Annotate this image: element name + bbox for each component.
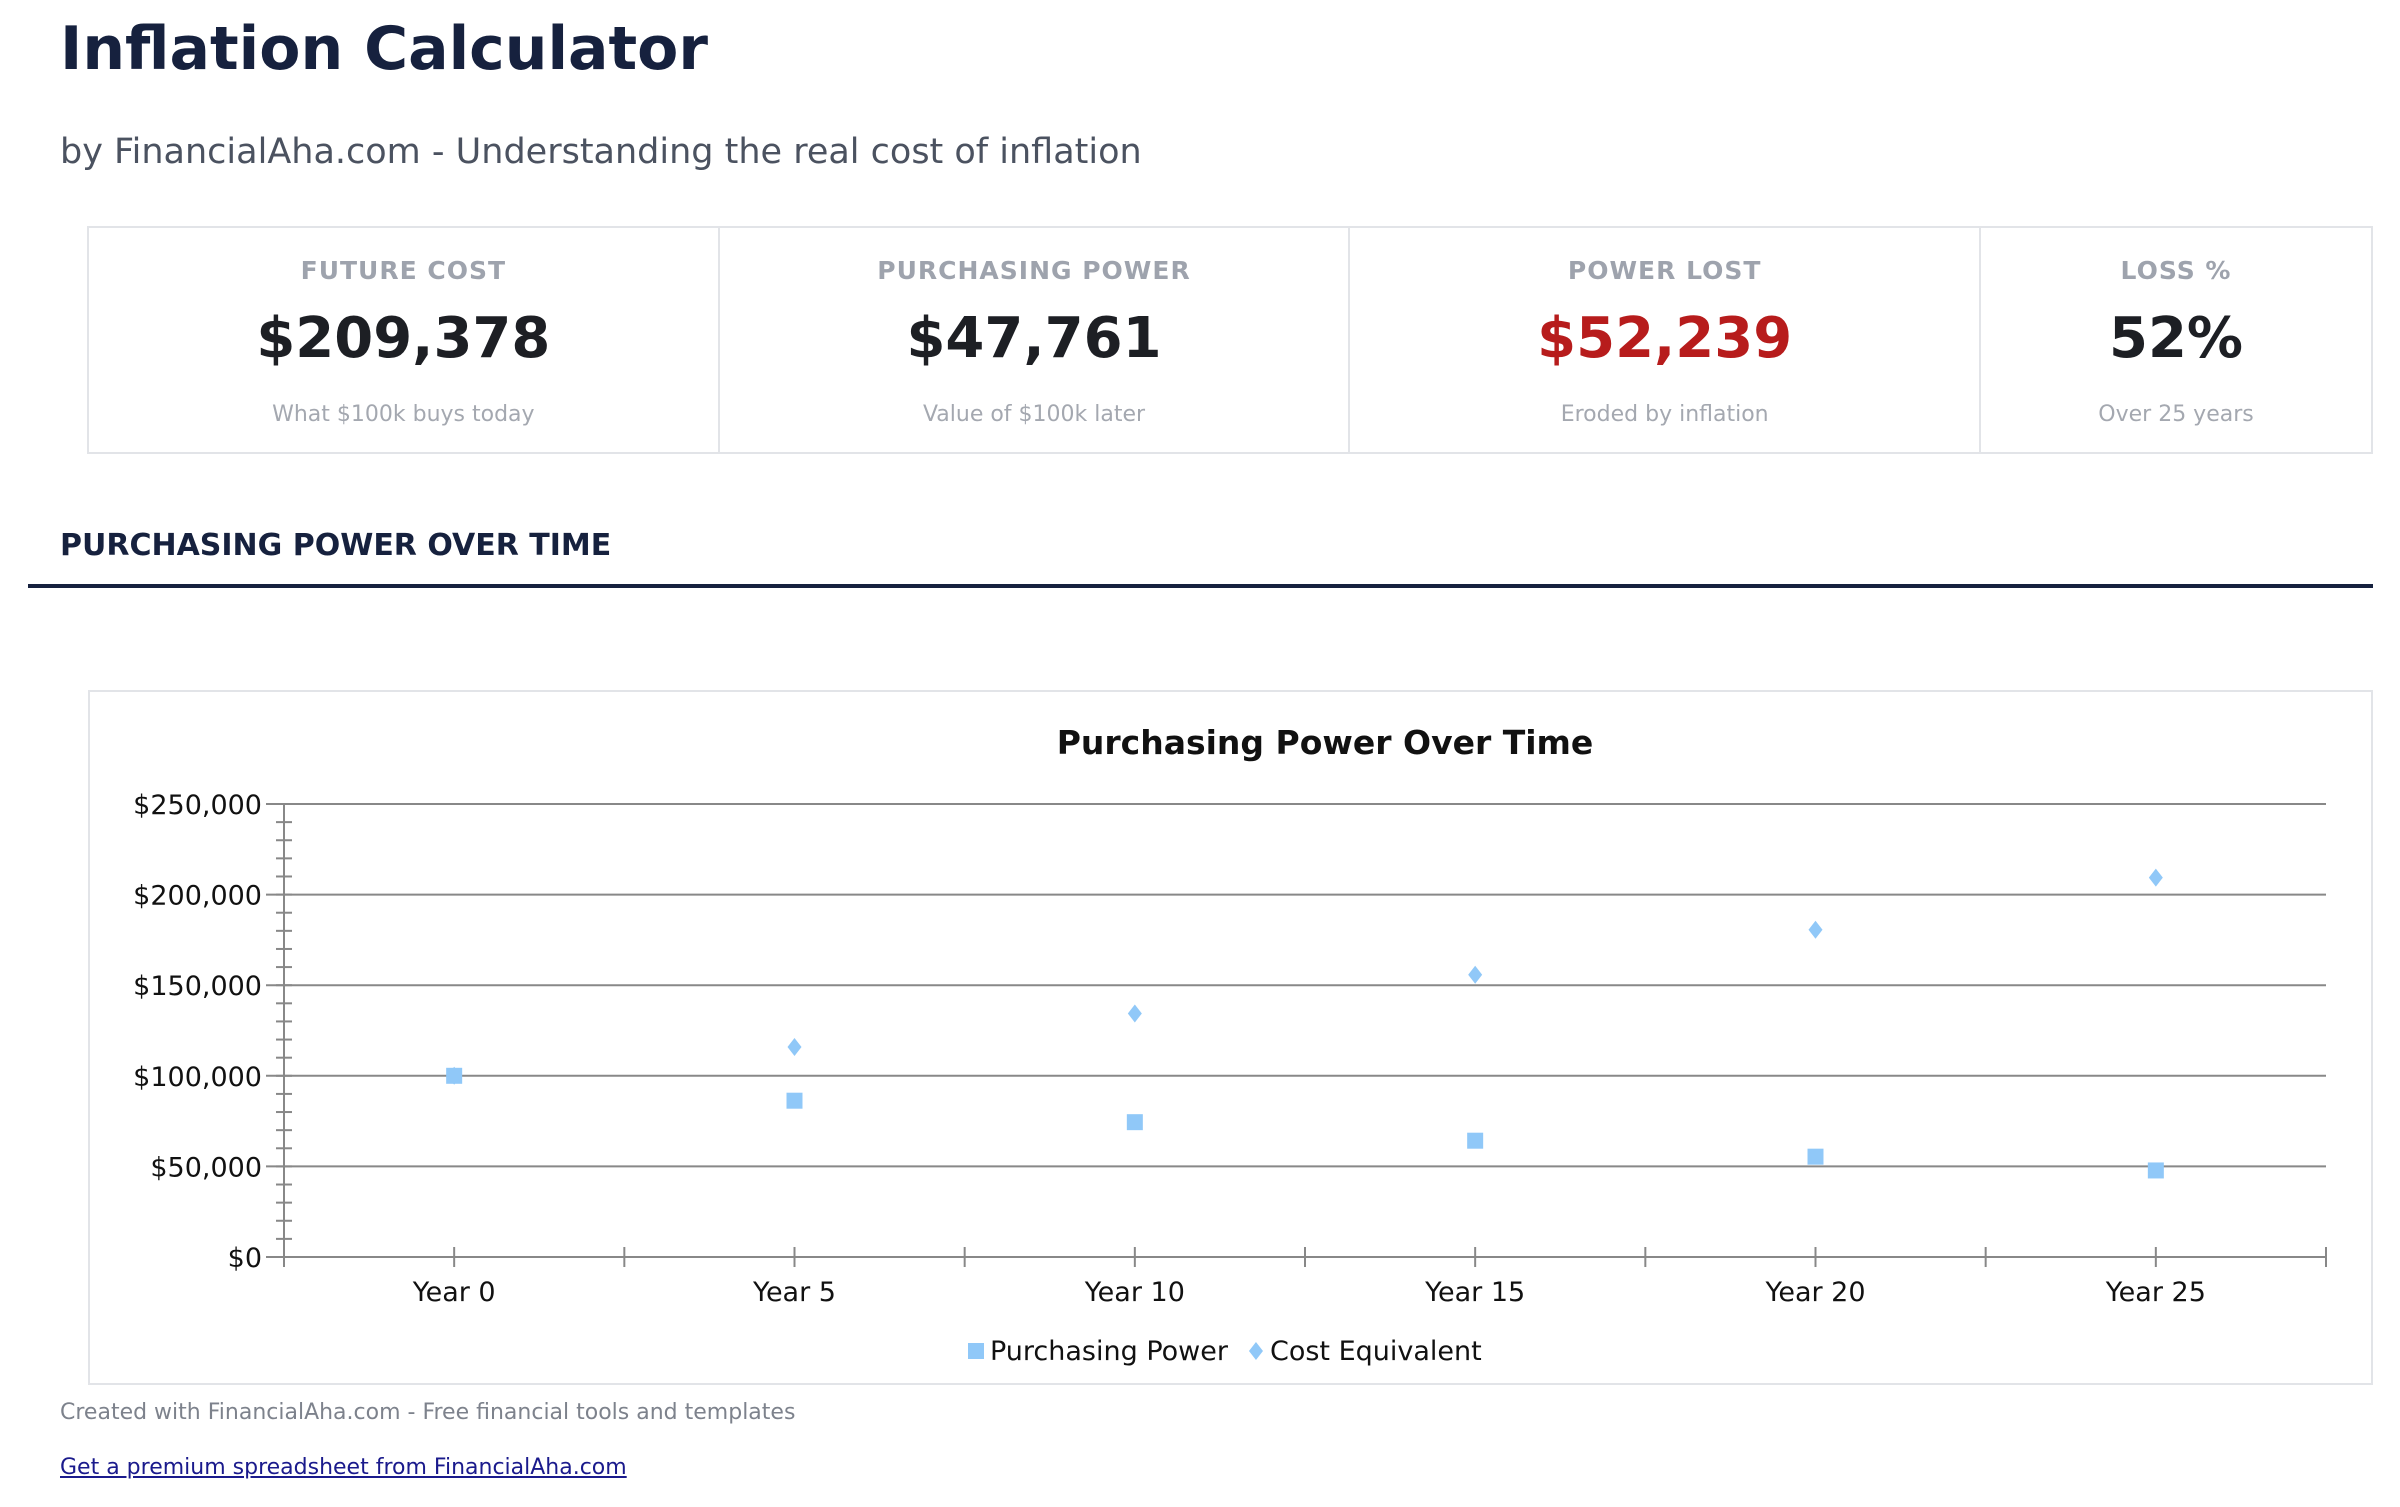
legend-square-icon xyxy=(968,1343,984,1359)
card-subtext: Value of $100k later xyxy=(922,402,1146,427)
y-tick-label: $50,000 xyxy=(150,1152,262,1183)
purchasing-power-point xyxy=(1807,1148,1824,1165)
cost-equivalent-point xyxy=(1468,965,1483,984)
y-tick-label: $100,000 xyxy=(133,1062,262,1093)
x-tick-label: Year 0 xyxy=(412,1277,496,1308)
chart-container xyxy=(88,690,2373,1385)
summary-cards: FUTURE COST $209,378 What $100k buys tod… xyxy=(87,226,2373,454)
section-divider xyxy=(28,584,2373,588)
chart-title: Purchasing Power Over Time xyxy=(1057,723,1594,762)
card-future-cost: FUTURE COST $209,378 What $100k buys tod… xyxy=(89,228,720,452)
legend-label: Cost Equivalent xyxy=(1270,1336,1482,1367)
page-title: Inflation Calculator xyxy=(60,14,708,84)
x-tick-label: Year 20 xyxy=(1764,1277,1865,1308)
purchasing-power-point xyxy=(2147,1162,2164,1179)
y-tick-label: $250,000 xyxy=(133,790,262,821)
legend-label: Purchasing Power xyxy=(990,1336,1229,1367)
page-subtitle: by FinancialAha.com - Understanding the … xyxy=(60,132,1142,172)
premium-spreadsheet-link[interactable]: Get a premium spreadsheet from Financial… xyxy=(60,1455,627,1480)
cost-equivalent-point xyxy=(2148,868,2163,887)
card-value: $209,378 xyxy=(256,306,551,371)
card-subtext: What $100k buys today xyxy=(272,402,535,427)
purchasing-power-point xyxy=(786,1092,803,1109)
x-tick-label: Year 5 xyxy=(752,1277,836,1308)
legend-diamond-icon xyxy=(1248,1342,1263,1360)
footer-text: Created with FinancialAha.com - Free fin… xyxy=(60,1400,796,1425)
purchasing-power-point xyxy=(446,1067,463,1084)
card-loss-percent: LOSS % 52% Over 25 years xyxy=(1981,228,2371,452)
cost-equivalent-point xyxy=(1808,920,1823,939)
x-tick-label: Year 10 xyxy=(1084,1277,1185,1308)
purchasing-power-point xyxy=(1126,1114,1143,1131)
card-value: $47,761 xyxy=(906,306,1162,371)
cost-equivalent-point xyxy=(1127,1004,1142,1023)
scatter-chart: Purchasing Power Over Time $0 $50,000 $100,… xyxy=(133,723,2327,1367)
y-tick-label: $200,000 xyxy=(133,881,262,912)
purchasing-power-point xyxy=(1467,1132,1484,1149)
card-power-lost: POWER LOST $52,239 Eroded by inflation xyxy=(1350,228,1982,452)
card-subtext: Over 25 years xyxy=(2098,402,2254,427)
card-label: FUTURE COST xyxy=(300,256,507,285)
x-tick-label: Year 25 xyxy=(2105,1277,2206,1308)
cost-equivalent-point xyxy=(787,1037,802,1056)
card-value: 52% xyxy=(2108,306,2244,371)
y-tick-label: $0 xyxy=(228,1243,262,1274)
card-value: $52,239 xyxy=(1537,306,1793,371)
card-label: POWER LOST xyxy=(1567,256,1762,285)
x-tick-label: Year 15 xyxy=(1424,1277,1525,1308)
card-purchasing-power: PURCHASING POWER $47,761 Value of $100k … xyxy=(720,228,1351,452)
y-tick-label: $150,000 xyxy=(133,971,262,1002)
card-label: PURCHASING POWER xyxy=(877,256,1191,285)
card-subtext: Eroded by inflation xyxy=(1560,402,1769,427)
section-title: PURCHASING POWER OVER TIME xyxy=(60,528,612,563)
card-label: LOSS % xyxy=(2120,256,2232,285)
